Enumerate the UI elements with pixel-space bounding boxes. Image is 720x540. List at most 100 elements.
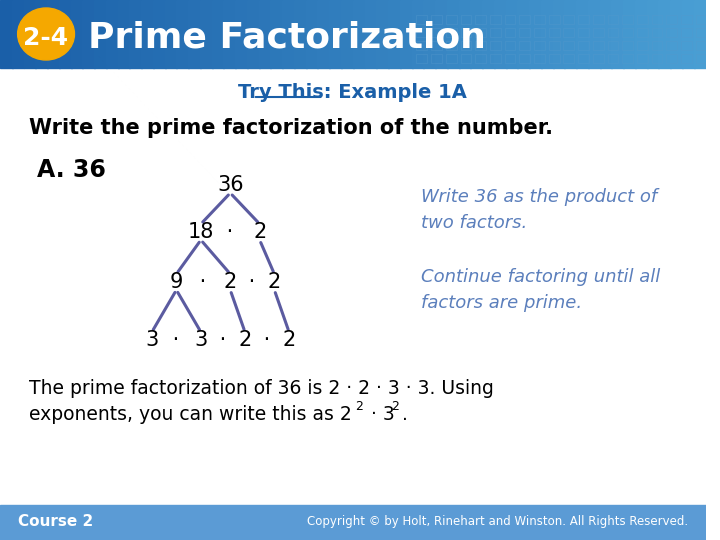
Bar: [666, 28, 677, 37]
Bar: [553, 0, 565, 68]
Bar: [490, 54, 500, 63]
Bar: [94, 0, 107, 68]
Bar: [212, 0, 225, 68]
Bar: [475, 28, 486, 37]
Bar: [564, 15, 574, 24]
Bar: [637, 54, 648, 63]
Bar: [416, 15, 427, 24]
Bar: [696, 28, 706, 37]
Bar: [461, 28, 472, 37]
Bar: [461, 41, 472, 50]
Bar: [200, 0, 212, 68]
Bar: [622, 28, 633, 37]
Bar: [670, 0, 683, 68]
Bar: [647, 0, 660, 68]
Text: ·: ·: [213, 330, 233, 350]
Bar: [593, 15, 603, 24]
Bar: [519, 54, 530, 63]
Bar: [400, 0, 413, 68]
Bar: [106, 0, 119, 68]
Bar: [446, 15, 456, 24]
Text: Course 2: Course 2: [17, 515, 93, 530]
Text: 18: 18: [188, 222, 214, 242]
Text: Write the prime factorization of the number.: Write the prime factorization of the num…: [30, 118, 554, 138]
Bar: [578, 54, 589, 63]
Text: Continue factoring until all
factors are prime.: Continue factoring until all factors are…: [421, 268, 660, 312]
Bar: [622, 15, 633, 24]
Text: 2: 2: [253, 222, 266, 242]
Bar: [529, 0, 542, 68]
Bar: [475, 15, 486, 24]
Bar: [622, 54, 633, 63]
Bar: [416, 28, 427, 37]
Bar: [608, 41, 618, 50]
Bar: [431, 41, 442, 50]
Text: 2: 2: [282, 330, 296, 350]
Bar: [564, 41, 574, 50]
Text: A. 36: A. 36: [37, 158, 106, 182]
Bar: [446, 41, 456, 50]
Text: .: .: [402, 404, 408, 423]
Text: ·: ·: [243, 272, 262, 292]
Text: 2: 2: [355, 401, 363, 414]
Bar: [490, 15, 500, 24]
Bar: [431, 15, 442, 24]
Bar: [388, 0, 401, 68]
Bar: [659, 0, 671, 68]
Text: exponents, you can write this as 2: exponents, you can write this as 2: [30, 404, 352, 423]
Bar: [490, 28, 500, 37]
Bar: [282, 0, 295, 68]
Text: Copyright © by Holt, Rinehart and Winston. All Rights Reserved.: Copyright © by Holt, Rinehart and Winsto…: [307, 516, 688, 529]
Bar: [235, 0, 248, 68]
Bar: [681, 54, 692, 63]
Bar: [666, 54, 677, 63]
Bar: [459, 0, 472, 68]
Bar: [624, 0, 636, 68]
Bar: [637, 15, 648, 24]
Text: ·: ·: [166, 330, 186, 350]
Text: 3: 3: [194, 330, 207, 350]
Bar: [130, 0, 142, 68]
Bar: [682, 0, 695, 68]
Bar: [12, 0, 24, 68]
Bar: [652, 28, 662, 37]
Bar: [505, 15, 516, 24]
Bar: [549, 15, 559, 24]
Bar: [165, 0, 177, 68]
Bar: [505, 54, 516, 63]
Bar: [294, 0, 307, 68]
Bar: [482, 0, 495, 68]
Bar: [681, 28, 692, 37]
Bar: [0, 505, 706, 540]
Bar: [490, 41, 500, 50]
Text: Write 36 as the product of
two factors.: Write 36 as the product of two factors.: [421, 188, 657, 232]
Bar: [364, 0, 377, 68]
Bar: [353, 0, 366, 68]
Text: 3: 3: [145, 330, 158, 350]
Bar: [431, 54, 442, 63]
Bar: [188, 0, 201, 68]
Text: Prime Factorization: Prime Factorization: [88, 20, 486, 54]
Bar: [549, 41, 559, 50]
Bar: [271, 0, 283, 68]
Bar: [377, 0, 389, 68]
Bar: [223, 0, 236, 68]
Bar: [82, 0, 95, 68]
Ellipse shape: [17, 8, 74, 60]
Bar: [652, 54, 662, 63]
Text: 36: 36: [217, 175, 243, 195]
Text: 2: 2: [268, 272, 281, 292]
Bar: [423, 0, 436, 68]
Bar: [431, 28, 442, 37]
Bar: [534, 54, 545, 63]
Bar: [608, 28, 618, 37]
Text: Try This: Example 1A: Try This: Example 1A: [238, 84, 467, 103]
Bar: [461, 54, 472, 63]
Bar: [470, 0, 483, 68]
Bar: [541, 0, 554, 68]
Bar: [71, 0, 84, 68]
Bar: [588, 0, 600, 68]
Text: · 3: · 3: [364, 404, 395, 423]
Bar: [576, 0, 589, 68]
Bar: [416, 54, 427, 63]
